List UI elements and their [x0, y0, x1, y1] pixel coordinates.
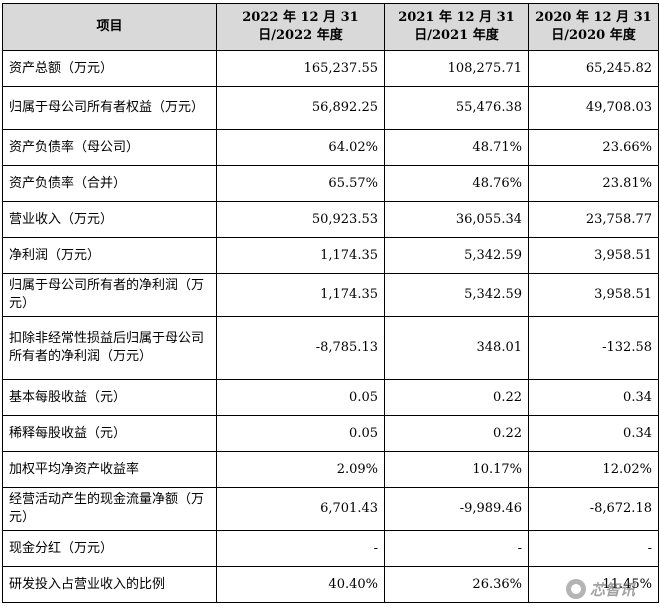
cell-2021: 5,342.59 [384, 237, 529, 274]
row-label: 资产总额（万元） [2, 50, 217, 87]
cell-2020: 11.45% [528, 566, 659, 603]
table-row: 净利润（万元） 1,174.35 5,342.59 3,958.51 [2, 237, 659, 274]
cell-2022: 0.05 [216, 379, 385, 416]
table-row: 营业收入（万元） 50,923.53 36,055.34 23,758.77 [2, 201, 659, 238]
wechat-icon [566, 579, 586, 599]
table-row: 归属于母公司所有者的净利润（万元） 1,174.35 5,342.59 3,95… [2, 273, 659, 317]
watermark: 芯智讯 [566, 572, 658, 606]
cell-2020: 23.66% [528, 129, 659, 166]
cell-2021: -9,989.46 [384, 487, 529, 531]
row-label: 归属于母公司所有者的净利润（万元） [2, 273, 217, 317]
cell-2022: 0.05 [216, 415, 385, 452]
row-label: 研发投入占营业收入的比例 [2, 566, 217, 603]
cell-2020: -132.58 [528, 316, 659, 380]
cell-2021: 348.01 [384, 316, 529, 380]
cell-2022: 165,237.55 [216, 50, 385, 87]
cell-2021: 26.36% [384, 566, 529, 603]
cell-2022: 1,174.35 [216, 237, 385, 274]
cell-2022: 64.02% [216, 129, 385, 166]
cell-2021: 36,055.34 [384, 201, 529, 238]
cell-2021: 55,476.38 [384, 86, 529, 130]
row-label: 资产负债率（合并） [2, 165, 217, 202]
header-2021: 2021 年 12 月 31 日/2021 年度 [384, 3, 529, 51]
cell-2020: 23,758.77 [528, 201, 659, 238]
row-label: 现金分红（万元） [2, 530, 217, 567]
cell-2021: - [384, 530, 529, 567]
table-row: 扣除非经常性损益后归属于母公司所有者的净利润（万元） -8,785.13 348… [2, 316, 659, 380]
cell-2022: 50,923.53 [216, 201, 385, 238]
cell-2021: 0.22 [384, 379, 529, 416]
watermark-text: 芯智讯 [590, 580, 636, 599]
row-label: 扣除非经常性损益后归属于母公司所有者的净利润（万元） [2, 316, 217, 380]
cell-2022: 40.40% [216, 566, 385, 603]
header-2022: 2022 年 12 月 31 日/2022 年度 [216, 3, 385, 51]
cell-2020: - [528, 530, 659, 567]
table-row: 研发投入占营业收入的比例 40.40% 26.36% 11.45% [2, 566, 659, 603]
cell-2022: 56,892.25 [216, 86, 385, 130]
row-label: 净利润（万元） [2, 237, 217, 274]
cell-2021: 108,275.71 [384, 50, 529, 87]
cell-2021: 5,342.59 [384, 273, 529, 317]
table-row: 资产负债率（母公司） 64.02% 48.71% 23.66% [2, 129, 659, 166]
financial-table: 项目 2022 年 12 月 31 日/2022 年度 2021 年 12 月 … [2, 3, 659, 603]
cell-2020: 23.81% [528, 165, 659, 202]
table-row: 经营活动产生的现金流量净额（万元） 6,701.43 -9,989.46 -8,… [2, 487, 659, 531]
row-label: 经营活动产生的现金流量净额（万元） [2, 487, 217, 531]
row-label: 归属于母公司所有者权益（万元） [2, 86, 217, 130]
cell-2021: 10.17% [384, 451, 529, 488]
table-header-row: 项目 2022 年 12 月 31 日/2022 年度 2021 年 12 月 … [2, 3, 659, 51]
cell-2021: 48.76% [384, 165, 529, 202]
cell-2022: - [216, 530, 385, 567]
table-row: 现金分红（万元） - - - [2, 530, 659, 567]
cell-2021: 48.71% [384, 129, 529, 166]
cell-2020: -8,672.18 [528, 487, 659, 531]
header-2020: 2020 年 12 月 31 日/2020 年度 [528, 3, 659, 51]
table-row: 资产总额（万元） 165,237.55 108,275.71 65,245.82 [2, 50, 659, 87]
cell-2020: 12.02% [528, 451, 659, 488]
cell-2022: -8,785.13 [216, 316, 385, 380]
cell-2022: 65.57% [216, 165, 385, 202]
table-row: 加权平均净资产收益率 2.09% 10.17% 12.02% [2, 451, 659, 488]
row-label: 稀释每股收益（元） [2, 415, 217, 452]
row-label: 基本每股收益（元） [2, 379, 217, 416]
cell-2022: 1,174.35 [216, 273, 385, 317]
cell-2020: 49,708.03 [528, 86, 659, 130]
row-label: 资产负债率（母公司） [2, 129, 217, 166]
row-label: 营业收入（万元） [2, 201, 217, 238]
cell-2020: 3,958.51 [528, 237, 659, 274]
table-row: 稀释每股收益（元） 0.05 0.22 0.34 [2, 415, 659, 452]
cell-2020: 65,245.82 [528, 50, 659, 87]
cell-2020: 0.34 [528, 415, 659, 452]
cell-2022: 6,701.43 [216, 487, 385, 531]
header-item: 项目 [2, 3, 217, 51]
table-row: 归属于母公司所有者权益（万元） 56,892.25 55,476.38 49,7… [2, 86, 659, 130]
cell-2022: 2.09% [216, 451, 385, 488]
cell-2020: 3,958.51 [528, 273, 659, 317]
cell-2020: 0.34 [528, 379, 659, 416]
table-row: 基本每股收益（元） 0.05 0.22 0.34 [2, 379, 659, 416]
row-label: 加权平均净资产收益率 [2, 451, 217, 488]
cell-2021: 0.22 [384, 415, 529, 452]
table-row: 资产负债率（合并） 65.57% 48.76% 23.81% [2, 165, 659, 202]
